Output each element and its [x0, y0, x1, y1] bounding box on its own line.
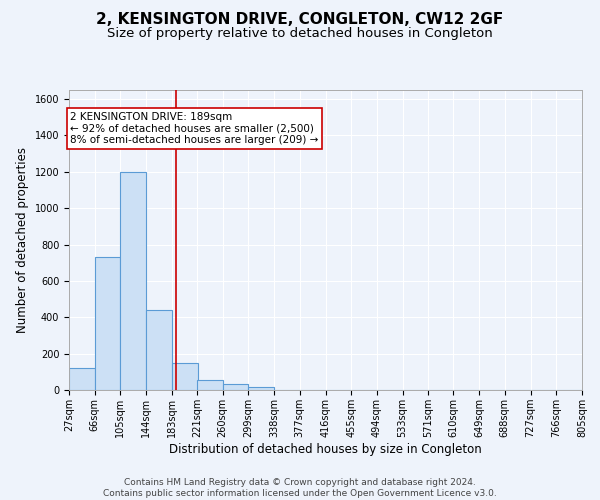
Text: 2 KENSINGTON DRIVE: 189sqm
← 92% of detached houses are smaller (2,500)
8% of se: 2 KENSINGTON DRIVE: 189sqm ← 92% of deta…	[70, 112, 319, 145]
Bar	[146, 310, 172, 390]
Bar	[121, 172, 146, 390]
X-axis label: Distribution of detached houses by size in Congleton: Distribution of detached houses by size …	[169, 442, 482, 456]
Bar	[197, 380, 223, 390]
Bar	[69, 368, 95, 390]
Text: Size of property relative to detached houses in Congleton: Size of property relative to detached ho…	[107, 28, 493, 40]
Text: 2, KENSINGTON DRIVE, CONGLETON, CW12 2GF: 2, KENSINGTON DRIVE, CONGLETON, CW12 2GF	[97, 12, 503, 28]
Bar	[95, 258, 121, 390]
Bar	[172, 362, 197, 390]
Y-axis label: Number of detached properties: Number of detached properties	[16, 147, 29, 333]
Bar	[248, 388, 274, 390]
Text: Contains HM Land Registry data © Crown copyright and database right 2024.
Contai: Contains HM Land Registry data © Crown c…	[103, 478, 497, 498]
Bar	[223, 384, 248, 390]
